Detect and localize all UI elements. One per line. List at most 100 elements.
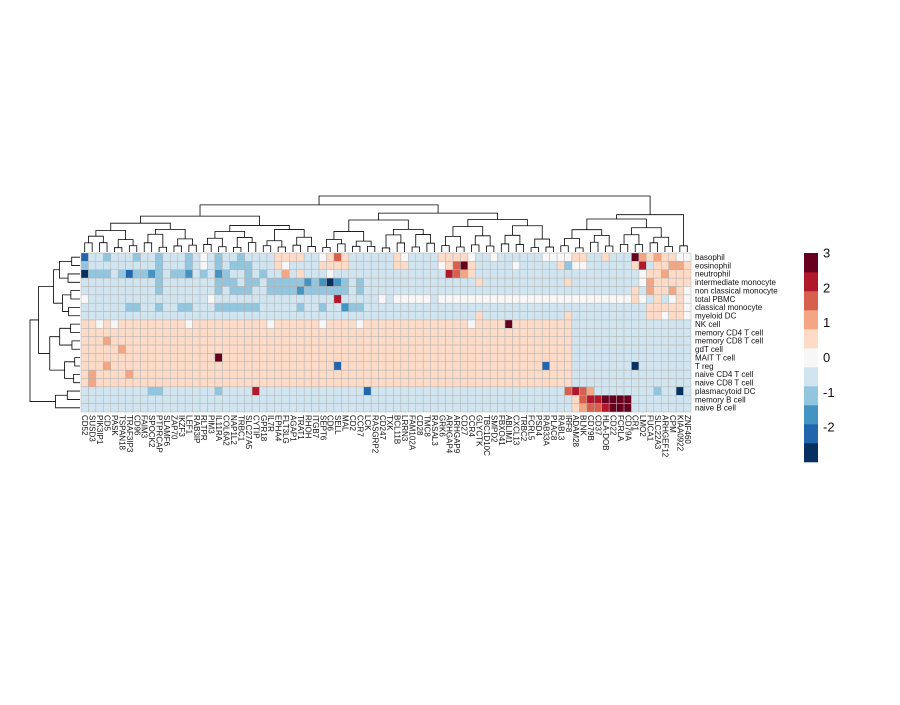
heatmap-cell — [348, 252, 357, 262]
heatmap-cell — [355, 344, 364, 354]
heatmap-cell — [631, 369, 640, 379]
heatmap-cell — [311, 336, 320, 346]
dendrogram-branch — [99, 242, 108, 252]
heatmap-cell — [452, 344, 461, 354]
heatmap-cell — [393, 378, 402, 388]
heatmap-cell — [229, 336, 238, 346]
dendrogram-branch — [71, 340, 80, 350]
heatmap-cell — [452, 286, 461, 296]
heatmap-cell — [385, 386, 394, 396]
heatmap-cell — [668, 395, 677, 404]
heatmap-cell — [594, 336, 602, 346]
heatmap-cell — [147, 403, 156, 413]
heatmap-cell — [437, 311, 446, 321]
heatmap-cell — [623, 344, 632, 354]
heatmap-cell — [549, 403, 558, 413]
heatmap-cell — [460, 403, 469, 413]
column-label: CD247 — [378, 415, 387, 440]
heatmap-cell — [385, 252, 394, 262]
heatmap-cell — [452, 302, 461, 312]
heatmap-cell — [408, 269, 417, 279]
heatmap-cell — [527, 395, 536, 404]
heatmap-cell — [437, 344, 446, 354]
heatmap-cell — [341, 336, 350, 346]
heatmap-cell — [147, 361, 156, 371]
heatmap-cell — [103, 386, 112, 396]
heatmap-cell — [467, 378, 476, 388]
heatmap-cell — [110, 403, 119, 413]
heatmap-cell — [244, 369, 253, 379]
heatmap-cell — [326, 403, 335, 413]
heatmap-cell — [519, 261, 528, 270]
heatmap-cell — [460, 286, 469, 296]
dendrogram-branch — [59, 260, 72, 279]
heatmap-cell — [103, 261, 112, 270]
heatmap-cell — [683, 302, 692, 312]
heatmap-cell — [564, 403, 573, 413]
heatmap-cell — [608, 286, 617, 296]
heatmap-cell — [497, 328, 506, 337]
heatmap-cell — [519, 311, 528, 321]
heatmap-cell — [631, 319, 640, 329]
legend-color-swatch — [804, 348, 818, 368]
heatmap-cell — [207, 294, 216, 304]
heatmap-cell — [333, 344, 342, 354]
heatmap-cell — [378, 344, 387, 354]
heatmap-cell — [675, 252, 684, 262]
heatmap-cell — [363, 294, 372, 304]
heatmap-cell — [512, 369, 521, 379]
column-label: CCR4 — [467, 415, 476, 437]
heatmap-cell — [422, 269, 431, 279]
heatmap-cell — [430, 378, 439, 388]
heatmap-cell — [274, 344, 283, 354]
heatmap-cell — [125, 386, 134, 396]
heatmap-cell — [623, 269, 632, 279]
heatmap-cell — [244, 353, 253, 363]
heatmap-cell — [155, 261, 164, 270]
heatmap-cell — [132, 361, 141, 371]
heatmap-cell — [475, 336, 483, 346]
heatmap-cell — [95, 369, 104, 379]
heatmap-cell — [527, 319, 536, 329]
heatmap-cell — [422, 378, 431, 388]
heatmap-cell — [311, 252, 320, 262]
heatmap-cell — [170, 269, 178, 279]
heatmap-cell — [475, 302, 483, 312]
heatmap-cell — [199, 369, 208, 379]
heatmap-cell — [318, 395, 327, 404]
heatmap-cell — [616, 311, 625, 321]
heatmap-cell — [355, 277, 364, 287]
heatmap-cell — [594, 302, 602, 312]
heatmap-cell — [289, 311, 297, 321]
heatmap-cell — [668, 269, 677, 279]
heatmap-cell — [259, 336, 268, 346]
heatmap-cell — [519, 277, 528, 287]
heatmap-cell — [460, 252, 469, 262]
heatmap-cell — [355, 302, 364, 312]
heatmap-cell — [623, 328, 632, 337]
heatmap-cell — [631, 286, 640, 296]
heatmap-cell — [660, 361, 669, 371]
heatmap-cell — [608, 378, 617, 388]
heatmap-cell — [326, 328, 335, 337]
heatmap-cell — [162, 353, 171, 363]
heatmap-cell — [430, 252, 439, 262]
heatmap-cell — [437, 286, 446, 296]
heatmap-cell — [184, 395, 193, 404]
heatmap-cell — [445, 252, 454, 262]
column-label: GLYCTK — [474, 415, 483, 447]
heatmap-cell — [541, 336, 550, 346]
column-label: CD79A — [623, 415, 632, 441]
heatmap-cell — [445, 328, 454, 337]
heatmap-cell — [170, 328, 178, 337]
heatmap-cell — [266, 386, 275, 396]
heatmap-cell — [125, 261, 134, 270]
heatmap-cell — [192, 319, 201, 329]
heatmap-cell — [333, 361, 342, 371]
heatmap-cell — [125, 336, 134, 346]
heatmap-cell — [140, 319, 149, 329]
row-label: T reg — [695, 362, 714, 371]
dendrogram-branch — [564, 237, 580, 248]
heatmap-cell — [489, 361, 498, 371]
heatmap-cell — [445, 353, 454, 363]
